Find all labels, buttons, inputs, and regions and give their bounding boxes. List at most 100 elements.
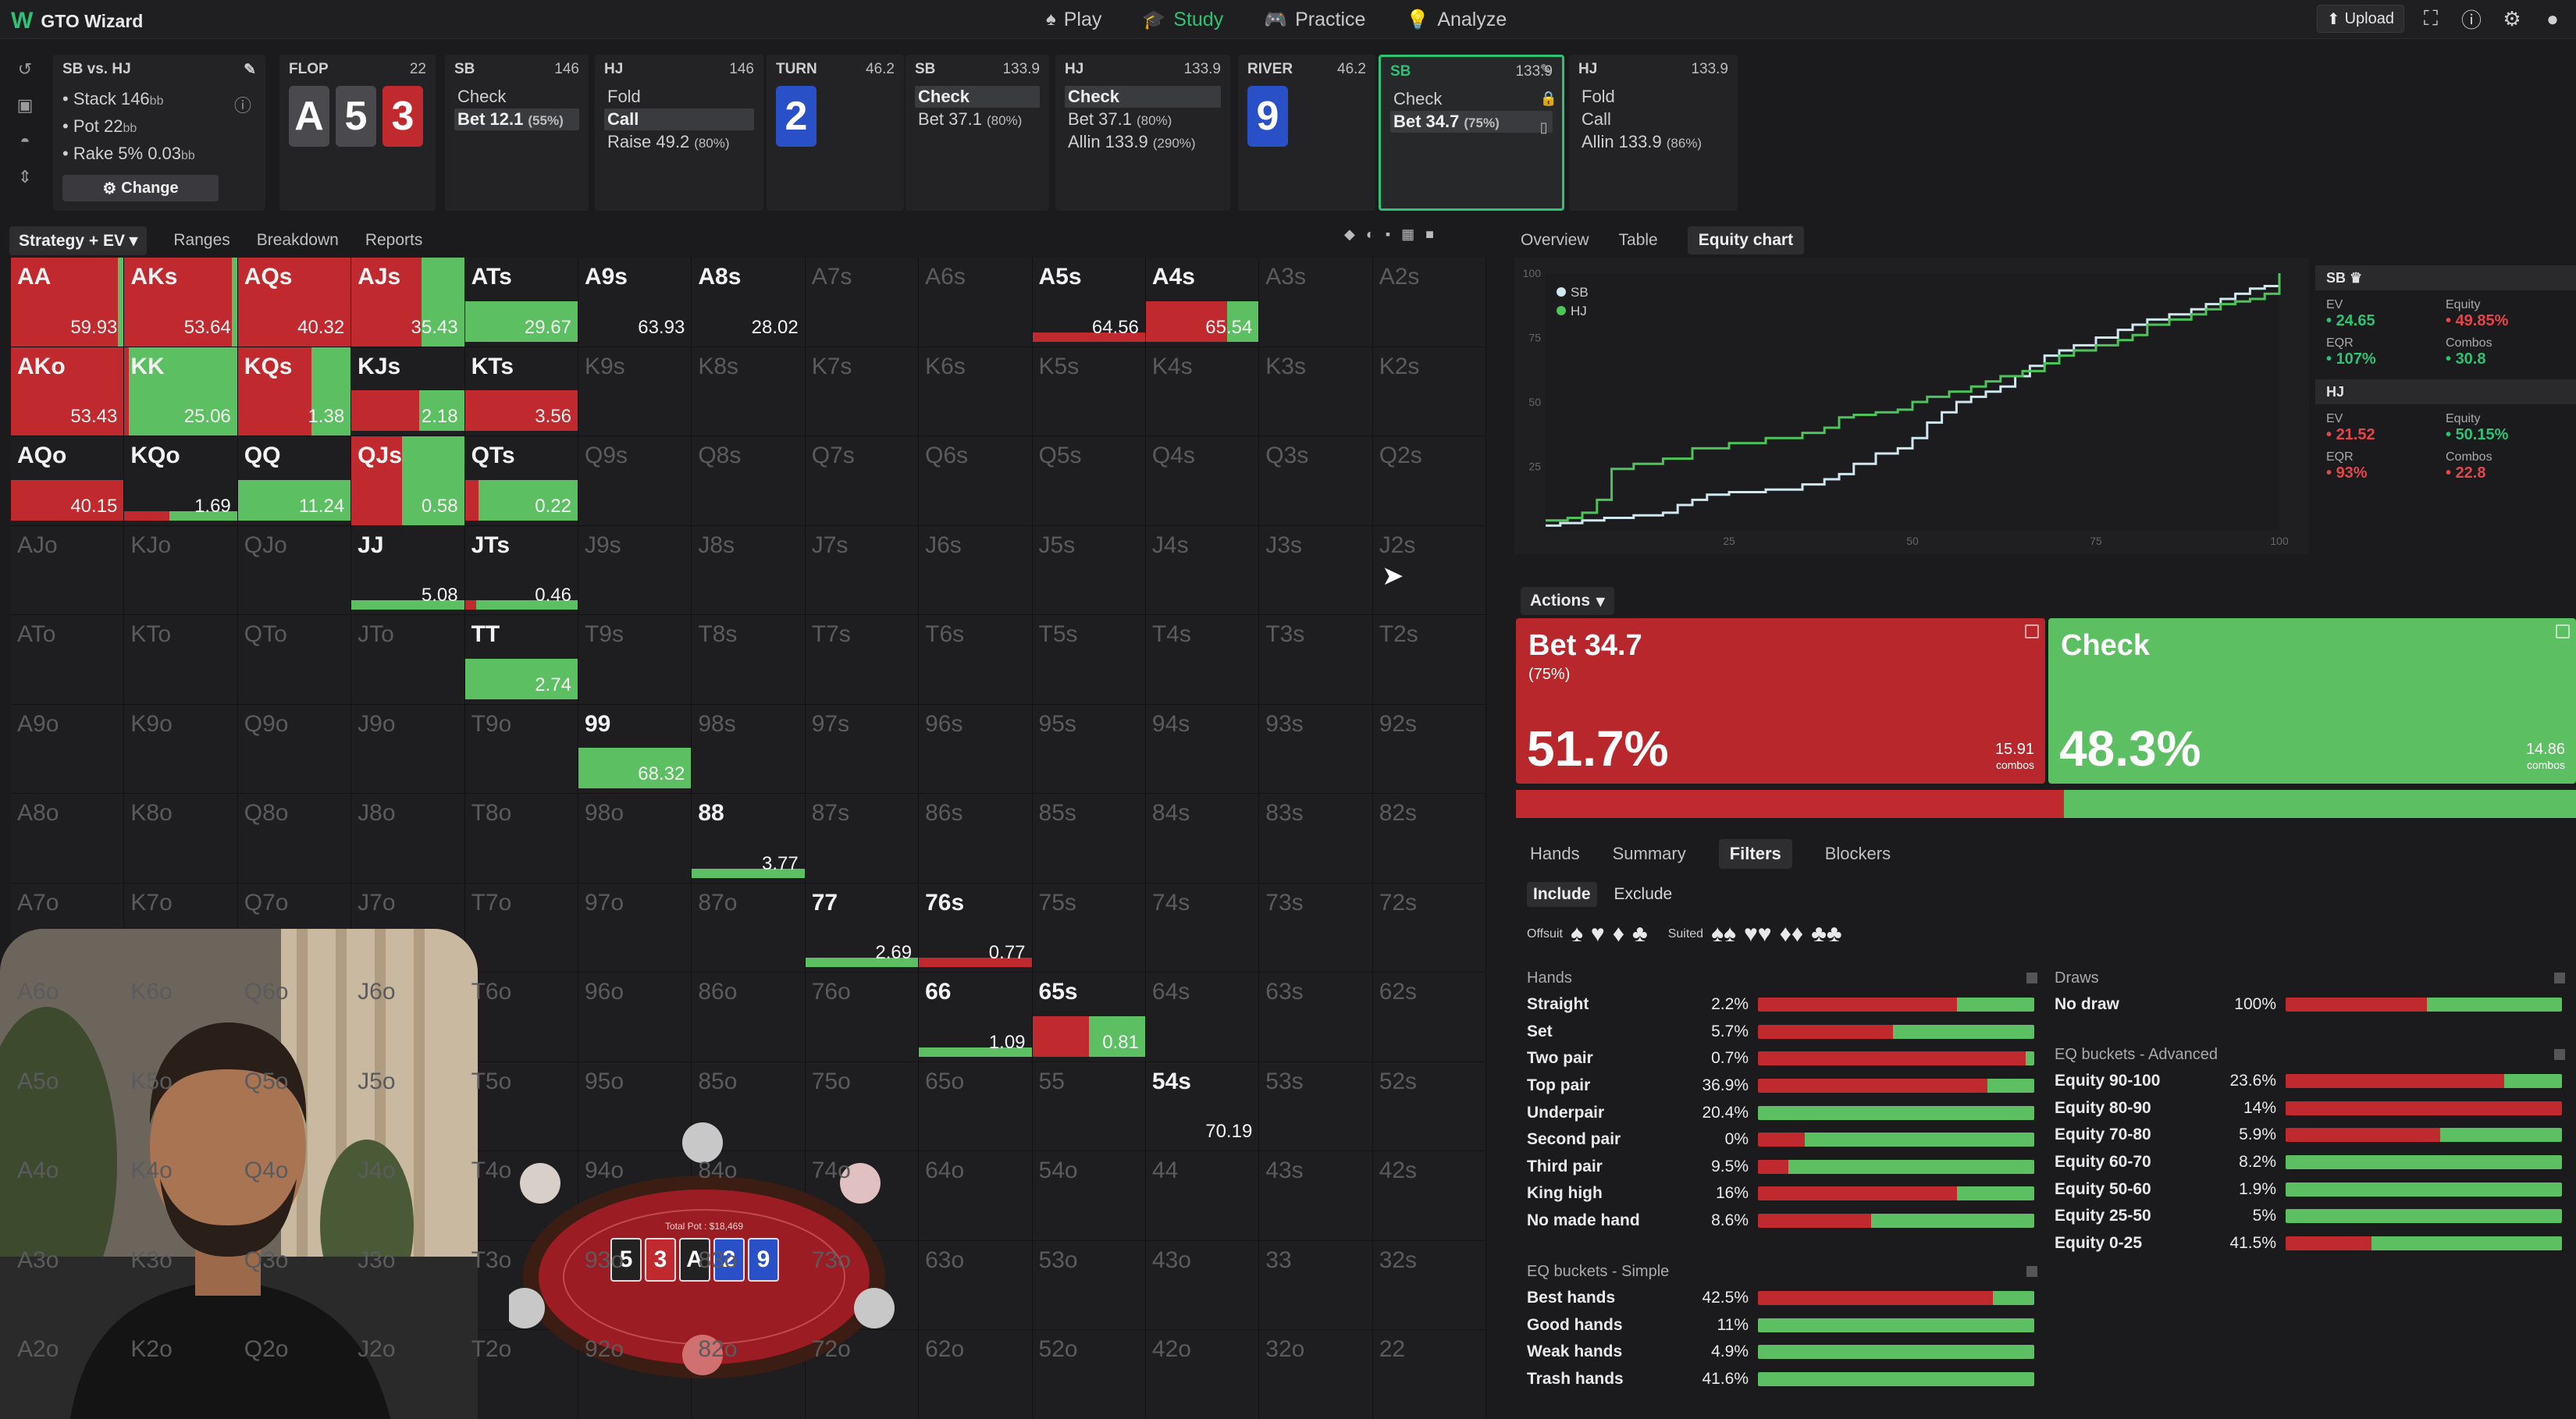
filter-row[interactable]: Equity 25-50 5% — [2055, 1203, 2565, 1230]
hand-cell-k8s[interactable]: K8s — [692, 347, 806, 436]
hand-cell-q8s[interactable]: Q8s — [692, 436, 806, 526]
filter-row[interactable]: Equity 70-80 5.9% — [2055, 1122, 2565, 1149]
hand-cell-q6s[interactable]: Q6s — [919, 436, 1033, 526]
action-option[interactable]: Call — [604, 108, 754, 130]
hand-cell-t3s[interactable]: T3s — [1259, 615, 1373, 705]
nav-analyze[interactable]: 💡 Analyze — [1406, 9, 1507, 31]
hand-cell-44[interactable]: 44 — [1145, 1151, 1260, 1241]
hand-cell-43o[interactable]: 43o — [1145, 1240, 1260, 1330]
hand-cell-k4s[interactable]: K4s — [1145, 347, 1260, 436]
street-card-hj[interactable]: HJ 146 Fold Call Raise 49.2 (80%) — [595, 55, 763, 211]
suited-club-icon[interactable]: ♣♣ — [1811, 921, 1842, 947]
hand-cell-k3s[interactable]: K3s — [1259, 347, 1373, 436]
expand-icon[interactable] — [2556, 624, 2570, 638]
hand-cell-84s[interactable]: 84s — [1145, 794, 1260, 884]
hand-cell-75o[interactable]: 75o — [805, 1062, 920, 1151]
hand-cell-65o[interactable]: 65o — [919, 1062, 1033, 1151]
hand-cell-q9s[interactable]: Q9s — [578, 436, 692, 526]
street-card-flop[interactable]: FLOP 22 A 5 3 — [279, 55, 436, 211]
actions-dropdown[interactable]: Actions ▾ — [1521, 587, 1614, 615]
hand-cell-t8s[interactable]: T8s — [692, 615, 806, 705]
suited-spade-icon[interactable]: ♠♠ — [1711, 921, 1736, 947]
edit-icon[interactable]: ✎ — [1539, 62, 1552, 77]
filter-row[interactable]: Top pair 36.9% — [1527, 1072, 2037, 1100]
grid-view-icon[interactable]: ▦ — [1401, 226, 1415, 242]
hand-cell-k6s[interactable]: K6s — [919, 347, 1033, 436]
upload-button[interactable]: ⬆ Upload — [2316, 5, 2404, 33]
hand-cell-a5s[interactable]: A5s 64.56 — [1032, 258, 1146, 347]
hand-cell-tt[interactable]: TT 2.74 — [464, 615, 578, 705]
bet-action-box[interactable]: Bet 34.7 (75%) 51.7% 15.91 combos — [1516, 618, 2045, 784]
hand-cell-93s[interactable]: 93s — [1259, 704, 1373, 794]
help-icon[interactable]: ⓘ — [2460, 8, 2482, 32]
action-option[interactable]: Allin 133.9 (290%) — [1065, 131, 1221, 153]
action-option[interactable]: Check — [1390, 88, 1553, 110]
compress-icon[interactable]: ⇕ — [17, 167, 33, 187]
filter-row[interactable]: Equity 90-100 23.6% — [2055, 1068, 2565, 1095]
tab-hands[interactable]: Hands — [1530, 844, 1580, 863]
hand-cell-76s[interactable]: 76s 0.77 — [919, 883, 1033, 973]
expand-icon[interactable] — [2025, 624, 2039, 638]
filter-row[interactable]: Underpair 20.4% — [1527, 1099, 2037, 1126]
edit-icon[interactable]: ✎ — [244, 62, 256, 78]
hand-cell-t6s[interactable]: T6s — [919, 615, 1033, 705]
hand-cell-76o[interactable]: 76o — [805, 973, 920, 1062]
hand-cell-52s[interactable]: 52s — [1372, 1062, 1487, 1151]
hand-cell-ajo[interactable]: AJo — [11, 525, 125, 615]
hand-cell-74s[interactable]: 74s — [1145, 883, 1260, 973]
hand-cell-75s[interactable]: 75s — [1032, 883, 1146, 973]
cube-view-icon[interactable]: ◆ — [1344, 226, 1355, 242]
filter-row[interactable]: Best hands 42.5% — [1527, 1285, 2037, 1312]
hand-cell-83s[interactable]: 83s — [1259, 794, 1373, 884]
reset-icon[interactable]: ↺ — [17, 59, 33, 79]
action-option[interactable]: Fold — [604, 86, 754, 108]
filter-include[interactable]: Include — [1527, 882, 1597, 907]
hand-cell-qq[interactable]: QQ 11.24 — [237, 436, 352, 526]
hand-cell-q9o[interactable]: Q9o — [237, 704, 352, 794]
tab-filters[interactable]: Filters — [1718, 839, 1792, 869]
hand-cell-kqo[interactable]: KQo 1.69 — [124, 436, 238, 526]
hand-cell-kts[interactable]: KTs 3.56 — [464, 347, 578, 436]
hand-cell-86o[interactable]: 86o — [692, 973, 806, 1062]
hand-cell-88[interactable]: 88 3.77 — [692, 794, 806, 884]
hand-cell-j2s[interactable]: J2s — [1372, 525, 1487, 615]
hand-cell-87s[interactable]: 87s — [805, 794, 920, 884]
street-card-hj[interactable]: HJ 133.9 Check Bet 37.1 (80%) Allin 133.9 (290… — [1055, 55, 1230, 211]
hand-cell-t7o[interactable]: T7o — [464, 883, 578, 973]
hand-cell-72s[interactable]: 72s — [1372, 883, 1487, 973]
action-option[interactable]: Check — [915, 86, 1040, 108]
street-card-hj[interactable]: HJ 133.9 Fold Call Allin 133.9 (86%) — [1569, 55, 1738, 211]
filter-row[interactable]: Equity 60-70 8.2% — [2055, 1149, 2565, 1176]
filter-row[interactable]: Equity 0-25 41.5% — [2055, 1230, 2565, 1257]
hand-cell-j5s[interactable]: J5s — [1032, 525, 1146, 615]
hand-cell-t7s[interactable]: T7s — [805, 615, 920, 705]
hand-cell-t2o[interactable]: T2o — [464, 1330, 578, 1419]
hand-cell-64s[interactable]: 64s — [1145, 973, 1260, 1062]
action-option[interactable]: Raise 49.2 (80%) — [604, 131, 754, 153]
hand-cell-52o[interactable]: 52o — [1032, 1330, 1146, 1419]
action-option[interactable]: Bet 12.1 (55%) — [454, 108, 579, 130]
hand-cell-j8s[interactable]: J8s — [692, 525, 806, 615]
heart-icon[interactable]: ♥ — [1590, 921, 1605, 947]
hand-cell-k2s[interactable]: K2s — [1372, 347, 1487, 436]
tab-equity-chart[interactable]: Equity chart — [1687, 226, 1805, 254]
hand-cell-qts[interactable]: QTs 0.22 — [464, 436, 578, 526]
filter-row[interactable]: Good hands 11% — [1527, 1312, 2037, 1339]
hand-cell-82s[interactable]: 82s — [1372, 794, 1487, 884]
nav-study[interactable]: 🎓 Study — [1142, 9, 1223, 31]
hand-cell-k9s[interactable]: K9s — [578, 347, 692, 436]
hand-cell-33[interactable]: 33 — [1259, 1240, 1373, 1330]
hand-cell-65s[interactable]: 65s 0.81 — [1032, 973, 1146, 1062]
hand-cell-ats[interactable]: ATs 29.67 — [464, 258, 578, 347]
action-option[interactable]: Allin 133.9 (86%) — [1578, 131, 1728, 153]
nav-practice[interactable]: 🎮 Practice — [1264, 9, 1365, 31]
book-icon[interactable]: ▯ — [1539, 119, 1548, 135]
hand-cell-t6o[interactable]: T6o — [464, 973, 578, 1062]
tab-breakdown[interactable]: Breakdown — [256, 231, 339, 249]
hand-cell-k9o[interactable]: K9o — [124, 704, 238, 794]
hand-cell-a9s[interactable]: A9s 63.93 — [578, 258, 692, 347]
user-icon[interactable]: ● — [2546, 6, 2559, 30]
hand-cell-aks[interactable]: AKs 53.64 — [124, 258, 238, 347]
hand-cell-kto[interactable]: KTo — [124, 615, 238, 705]
action-option[interactable]: Bet 34.7 (75%) — [1390, 111, 1553, 133]
